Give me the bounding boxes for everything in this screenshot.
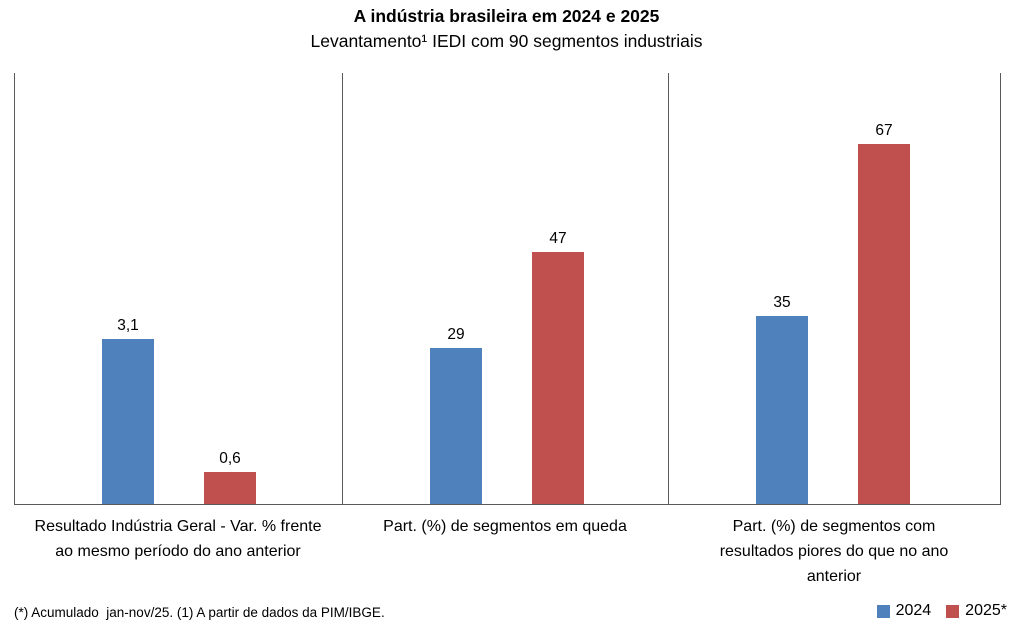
panel-resultado-industria: 3,1 0,6 (14, 73, 342, 504)
bar-2024 (430, 348, 482, 504)
bar-value-label: 3,1 (117, 317, 139, 334)
bar-2025 (532, 252, 584, 504)
bar-value-label: 0,6 (219, 450, 241, 467)
category-label: Part. (%) de segmentos com resultados pi… (719, 518, 949, 585)
legend-item-2024: 2024 (876, 602, 932, 620)
legend: 2024 2025* (876, 602, 1007, 620)
panel-segmentos-queda: 29 47 (342, 73, 668, 504)
chart-subtitle: Levantamento¹ IEDI com 90 segmentos indu… (310, 31, 703, 51)
panel-resultados-piores: 35 67 (668, 73, 1000, 504)
bar-value-label: 67 (875, 122, 893, 139)
bar-value-label: 47 (549, 230, 567, 247)
axis-line-left (14, 73, 15, 504)
plot-area: 3,1 0,6 29 47 35 67 (14, 73, 1001, 505)
footnote: (*) Acumulado jan-nov/25. (1) A partir d… (14, 605, 385, 620)
legend-swatch-2024 (876, 604, 890, 618)
bar-2024 (102, 339, 154, 504)
chart-title: A indústria brasileira em 2024 e 2025 (353, 6, 660, 26)
category-label: Resultado Indústria Geral - Var. % frent… (34, 518, 322, 560)
axis-line-right (1000, 73, 1001, 504)
bar-2024 (756, 316, 808, 504)
legend-swatch-2025 (946, 604, 960, 618)
panel-separator-1 (342, 73, 343, 504)
bar-2025 (858, 144, 910, 504)
x-axis-line (14, 504, 1001, 505)
legend-item-2025: 2025* (946, 602, 1007, 620)
category-label: Part. (%) de segmentos em queda (383, 518, 627, 535)
bar-value-label: 29 (447, 326, 465, 343)
panel-separator-2 (668, 73, 669, 504)
legend-label: 2024 (895, 602, 932, 619)
bar-2025 (204, 472, 256, 504)
bar-value-label: 35 (773, 294, 791, 311)
legend-label: 2025* (965, 602, 1007, 619)
